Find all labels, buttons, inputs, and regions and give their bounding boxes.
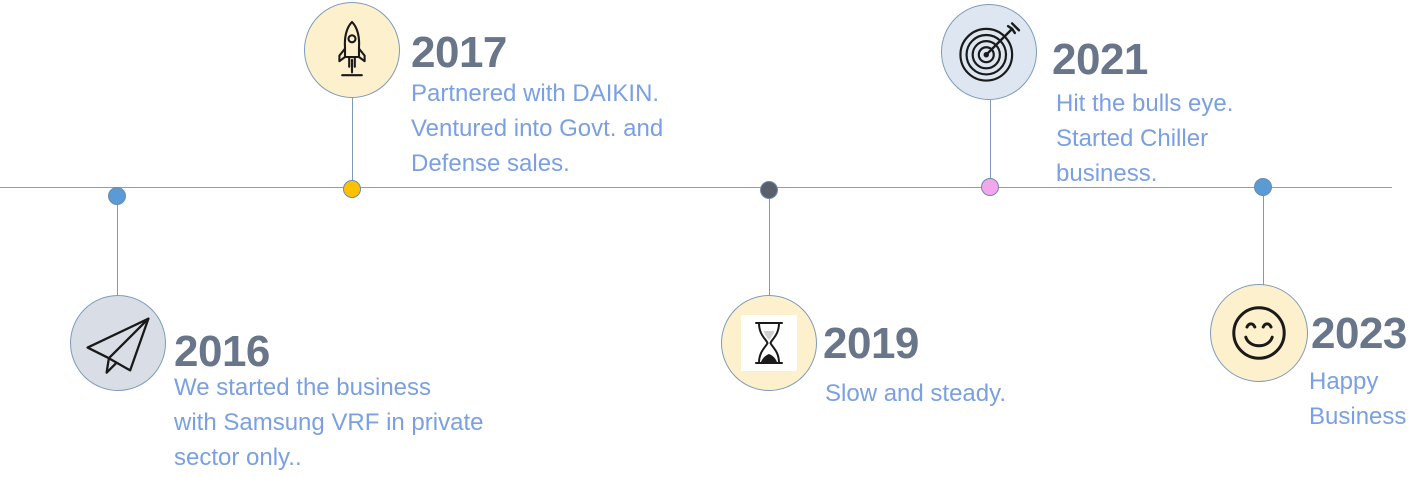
event-year-2019: 2019 — [823, 319, 919, 368]
connector-2017 — [352, 97, 353, 189]
timeline-dot-2023 — [1254, 178, 1272, 196]
event-year-2017: 2017 — [411, 28, 507, 77]
event-description-2023: Happy Business — [1309, 364, 1406, 434]
hourglass-icon — [755, 322, 783, 364]
description-line: We started the business — [174, 374, 432, 401]
timeline-dot-2016 — [108, 187, 126, 205]
description-line: with Samsung VRF in private — [174, 409, 484, 436]
description-line: business. — [1056, 160, 1158, 187]
connector-2019 — [769, 190, 770, 296]
description-line: Business — [1309, 403, 1407, 430]
timeline-dot-2017 — [343, 180, 361, 198]
timeline-dot-2019 — [760, 181, 778, 199]
timeline-axis — [0, 187, 1392, 188]
hourglass-tile — [741, 315, 797, 371]
description-line: Hit the bulls eye. — [1056, 90, 1234, 117]
event-year-2023: 2023 — [1311, 309, 1407, 358]
event-description-2021: Hit the bulls eye. Started Chiller busin… — [1056, 86, 1233, 191]
event-year-2016: 2016 — [174, 327, 270, 376]
icon-circle-2023 — [1210, 284, 1308, 382]
icon-circle-2016 — [70, 295, 166, 391]
description-line: Started Chiller — [1056, 125, 1209, 152]
icon-circle-2021 — [941, 4, 1037, 100]
event-description-2017: Partnered with DAIKIN. Ventured into Gov… — [411, 76, 663, 181]
description-line: Happy — [1309, 368, 1379, 395]
event-description-2016: We started the business with Samsung VRF… — [174, 370, 483, 475]
description-line: Defense sales. — [411, 150, 570, 177]
event-description-2019: Slow and steady. — [825, 376, 1006, 411]
connector-2023 — [1263, 187, 1264, 285]
rocket-icon — [338, 20, 366, 77]
description-line: sector only.. — [174, 444, 302, 471]
description-line: Partnered with DAIKIN. — [411, 80, 660, 107]
icon-circle-2017 — [304, 2, 400, 98]
description-line: Ventured into Govt. and — [411, 115, 664, 142]
timeline-dot-2021 — [981, 178, 999, 196]
description-line: Slow and steady. — [825, 380, 1006, 407]
paper-plane-icon — [86, 317, 150, 374]
connector-2021 — [990, 100, 991, 187]
icon-circle-2019 — [721, 295, 817, 391]
event-year-2021: 2021 — [1052, 35, 1148, 84]
target-icon — [959, 22, 1021, 82]
smiley-icon — [1232, 306, 1286, 360]
connector-2016 — [117, 196, 118, 299]
